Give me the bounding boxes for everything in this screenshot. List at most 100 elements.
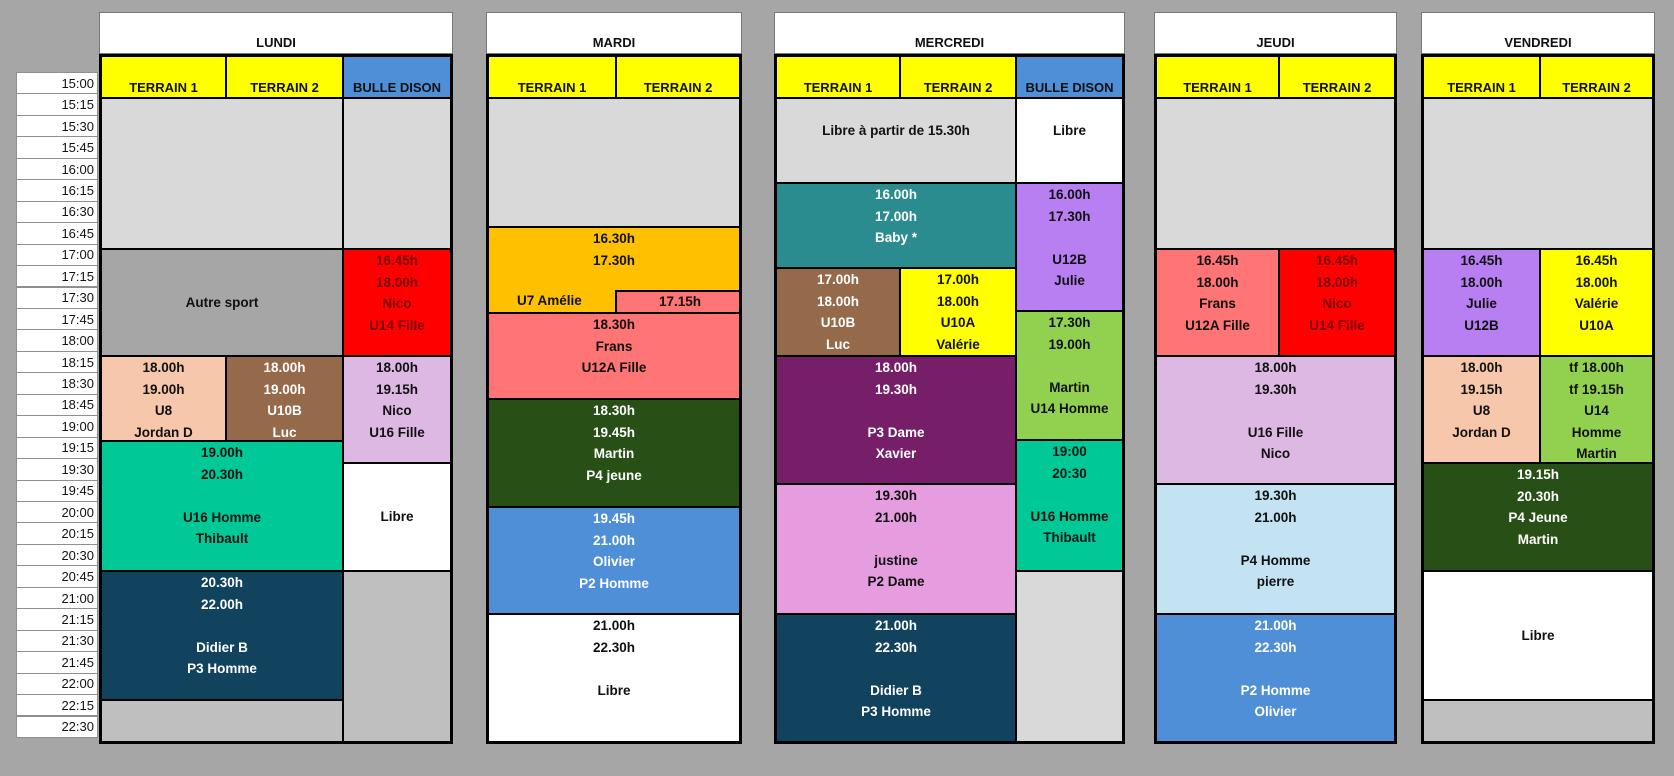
time-label: 19:00 — [16, 415, 98, 438]
slot-p4-jeune[interactable]: 18.30h 19.45h Martin P4 jeune — [489, 400, 739, 506]
time-label: 15:00 — [16, 72, 98, 95]
day-header: MERCREDI — [774, 12, 1125, 54]
time-label: 17:45 — [16, 307, 98, 331]
time-label: 19:15 — [16, 436, 98, 460]
slot-empty[interactable] — [344, 99, 450, 248]
time-label: 22:15 — [16, 694, 98, 717]
time-label: 22:00 — [16, 672, 98, 696]
slot-libre[interactable]: Libre — [1017, 99, 1122, 182]
day-lundi: LUNDI TERRAIN 1 TERRAIN 2 BULLE DISON Au… — [99, 12, 453, 744]
slot-empty[interactable] — [344, 572, 450, 741]
terrain2-header: TERRAIN 2 — [617, 57, 739, 97]
slot-u12a-top[interactable]: 17.15h — [617, 292, 739, 312]
slot-u14-fille[interactable]: 16.45h 18.00h Nico U14 Fille — [344, 250, 450, 355]
time-label: 18:30 — [16, 372, 98, 395]
slot-p3-dame[interactable]: 18.00h 19.30h P3 Dame Xavier — [777, 357, 1015, 483]
slot-u12b[interactable]: 16.45h 18.00h Julie U12B — [1424, 250, 1539, 355]
time-label: 22:30 — [16, 715, 98, 738]
day-mardi: MARDI TERRAIN 1 TERRAIN 2 16.30h 17.30h U… — [486, 12, 742, 744]
slot-u10a[interactable]: 16.45h 18.00h Valérie U10A — [1541, 250, 1652, 355]
terrain1-header: TERRAIN 1 — [777, 57, 899, 97]
terrain2-header: TERRAIN 2 — [1280, 57, 1394, 97]
time-label: 20:00 — [16, 501, 98, 524]
bulle-header: BULLE DISON — [344, 57, 450, 97]
slot-empty[interactable] — [1424, 99, 1652, 248]
time-label: 16:30 — [16, 200, 98, 224]
slot-empty[interactable] — [102, 99, 342, 248]
slot-p2-homme[interactable]: 21.00h 22.30h P2 Homme Olivier — [1157, 615, 1394, 741]
slot-u12a-fille[interactable]: 18.30h Frans U12A Fille — [489, 314, 739, 398]
slot-u10b[interactable]: 18.00h 19.00h U10B Luc — [227, 357, 342, 440]
slot-u12b[interactable]: 16.00h 17.30h U12B Julie — [1017, 184, 1122, 310]
time-label: 15:45 — [16, 136, 98, 159]
slot-u8[interactable]: 18.00h 19.15h U8 Jordan D — [1424, 357, 1539, 462]
day-header: MARDI — [486, 12, 742, 54]
time-label: 20:15 — [16, 522, 98, 545]
slot-p3-homme[interactable]: 21.00h 22.30h Didier B P3 Homme — [777, 615, 1015, 741]
terrain1-header: TERRAIN 1 — [1157, 57, 1278, 97]
slot-baby[interactable]: 16.00h 17.00h Baby * — [777, 184, 1015, 267]
time-label: 19:45 — [16, 479, 98, 502]
time-label: 17:30 — [16, 286, 98, 309]
day-header: LUNDI — [99, 12, 453, 54]
slot-u14-fille[interactable]: 16.45h 18.00h Nico U14 Fille — [1280, 250, 1394, 355]
schedule-grid: TERRAIN 1 TERRAIN 2 16.45h 18.00h Frans U12… — [1154, 54, 1397, 744]
slot-empty[interactable] — [1157, 99, 1394, 248]
time-label: 16:45 — [16, 222, 98, 245]
time-label: 21:45 — [16, 651, 98, 674]
schedule-grid: TERRAIN 1 TERRAIN 2 BULLE DISON Autre sp… — [99, 54, 453, 744]
terrain2-header: TERRAIN 2 — [901, 57, 1015, 97]
time-label: 18:00 — [16, 329, 98, 352]
schedule-grid: TERRAIN 1 TERRAIN 2 16.30h 17.30h U7 Amél… — [486, 54, 742, 744]
slot-u8[interactable]: 18.00h 19.00h U8 Jordan D — [102, 357, 225, 440]
slot-libre-partir[interactable]: Libre à partir de 15.30h — [777, 99, 1015, 182]
day-mercredi: MERCREDI TERRAIN 1 TERRAIN 2 BULLE DISON… — [774, 12, 1125, 744]
day-vendredi: VENDREDI TERRAIN 1 TERRAIN 2 16.45h 18.00… — [1421, 12, 1655, 744]
slot-u10b[interactable]: 17.00h 18.00h U10B Luc — [777, 269, 899, 355]
time-label: 21:30 — [16, 629, 98, 653]
schedule-grid: TERRAIN 1 TERRAIN 2 16.45h 18.00h Julie U12… — [1421, 54, 1655, 744]
slot-u7-extra[interactable]: U7 Amélie — [489, 290, 615, 312]
time-label: 21:15 — [16, 608, 98, 631]
time-label: 18:15 — [16, 350, 98, 374]
slot-u7[interactable]: 16.30h 17.30h — [489, 228, 739, 290]
day-header: JEUDI — [1154, 12, 1397, 54]
slot-p2-dame[interactable]: 19.30h 21.00h justine P2 Dame — [777, 485, 1015, 613]
time-label: 21:00 — [16, 586, 98, 610]
time-label: 17:00 — [16, 243, 98, 267]
slot-u16-fille[interactable]: 18.00h 19.30h U16 Fille Nico — [1157, 357, 1394, 483]
slot-p4-homme[interactable]: 19.30h 21.00h P4 Homme pierre — [1157, 485, 1394, 613]
slot-libre[interactable]: Libre — [1424, 572, 1652, 699]
slot-u16-homme[interactable]: 19:00 20:30 U16 Homme Thibault — [1017, 441, 1122, 570]
time-label: 15:15 — [16, 93, 98, 116]
terrain2-header: TERRAIN 2 — [1541, 57, 1652, 97]
slot-libre[interactable]: 21.00h 22.30h Libre — [489, 615, 739, 741]
terrain2-header: TERRAIN 2 — [227, 57, 342, 97]
time-label: 16:15 — [16, 179, 98, 202]
slot-autre-sport[interactable]: Autre sport — [102, 250, 342, 355]
terrain1-header: TERRAIN 1 — [1424, 57, 1539, 97]
slot-p2-homme[interactable]: 19.45h 21.00h Olivier P2 Homme — [489, 508, 739, 613]
time-label: 18:45 — [16, 393, 98, 417]
time-label: 20:45 — [16, 565, 98, 588]
slot-empty[interactable] — [102, 701, 342, 741]
day-header: VENDREDI — [1421, 12, 1655, 54]
terrain1-header: TERRAIN 1 — [489, 57, 615, 97]
time-label: 19:30 — [16, 458, 98, 481]
slot-p3-homme[interactable]: 20.30h 22.00h Didier B P3 Homme — [102, 572, 342, 699]
slot-u16-fille[interactable]: 18.00h 19.15h Nico U16 Fille — [344, 357, 450, 462]
slot-u16-homme[interactable]: 19.00h 20.30h U16 Homme Thibault — [102, 442, 342, 570]
slot-empty[interactable] — [1424, 701, 1652, 741]
slot-p4-jeune[interactable]: 19.15h 20.30h P4 Jeune Martin — [1424, 464, 1652, 570]
slot-u12a-fille[interactable]: 16.45h 18.00h Frans U12A Fille — [1157, 250, 1278, 355]
slot-libre[interactable]: Libre — [344, 464, 450, 570]
slot-u14-homme[interactable]: tf 18.00h tf 19.15h U14 Homme Martin — [1541, 357, 1652, 462]
slot-empty[interactable] — [489, 99, 739, 226]
slot-empty[interactable] — [1017, 572, 1122, 741]
day-jeudi: JEUDI TERRAIN 1 TERRAIN 2 16.45h 18.00h Fr… — [1154, 12, 1397, 744]
schedule-grid: TERRAIN 1 TERRAIN 2 BULLE DISON Libre à … — [774, 54, 1125, 744]
time-label: 20:30 — [16, 543, 98, 567]
slot-u14-homme[interactable]: 17.30h 19.00h Martin U14 Homme — [1017, 312, 1122, 439]
terrain1-header: TERRAIN 1 — [102, 57, 225, 97]
slot-u10a[interactable]: 17.00h 18.00h U10A Valérie — [901, 269, 1015, 355]
